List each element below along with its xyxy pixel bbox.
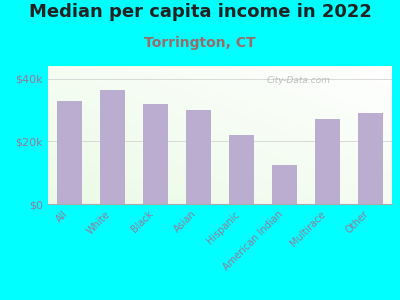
- Text: Torrington, CT: Torrington, CT: [144, 36, 256, 50]
- Bar: [315, 119, 340, 204]
- Bar: [358, 113, 383, 204]
- Bar: [57, 100, 82, 204]
- Bar: [272, 165, 297, 204]
- Text: Median per capita income in 2022: Median per capita income in 2022: [28, 3, 372, 21]
- Bar: [100, 89, 126, 204]
- Text: City-Data.com: City-Data.com: [267, 76, 331, 85]
- Bar: [229, 135, 254, 204]
- Bar: [142, 103, 168, 204]
- Bar: [186, 110, 212, 204]
